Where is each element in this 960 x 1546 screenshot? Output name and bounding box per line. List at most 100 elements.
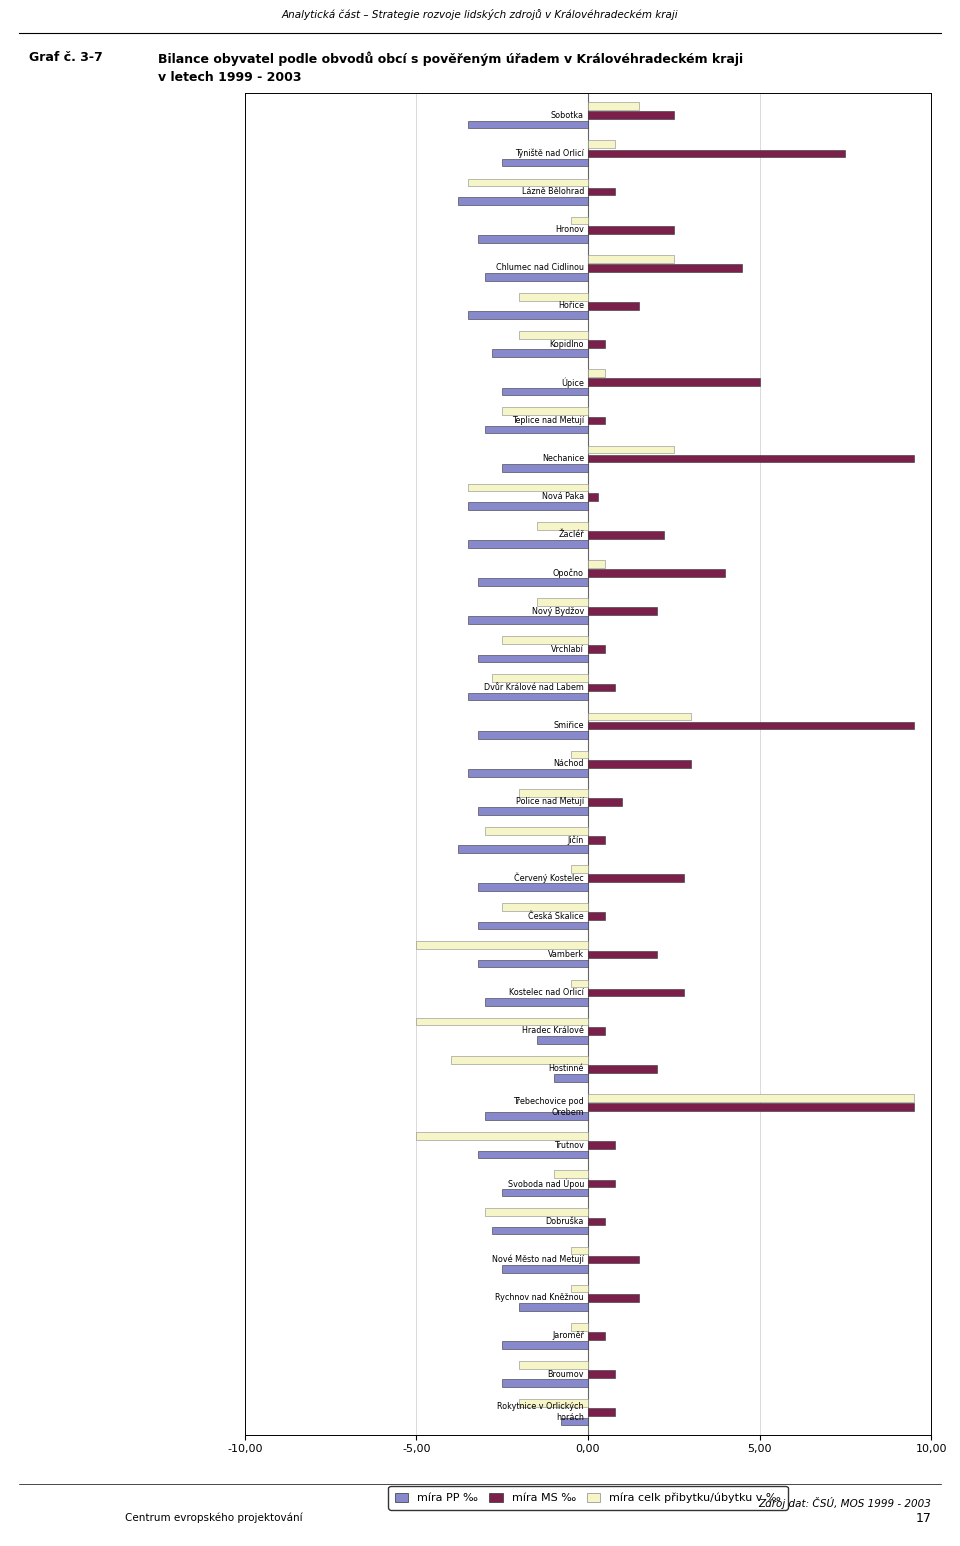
Text: Hořice: Hořice <box>558 301 584 311</box>
Bar <box>588 340 605 348</box>
Bar <box>588 722 914 730</box>
Bar <box>468 617 588 625</box>
Bar <box>554 1170 588 1178</box>
Bar <box>588 560 605 567</box>
Bar <box>588 1027 605 1034</box>
Bar <box>588 187 615 195</box>
Bar <box>588 713 691 720</box>
Bar <box>502 388 588 396</box>
Bar <box>571 980 588 988</box>
Bar <box>571 1323 588 1331</box>
Bar <box>588 1141 615 1149</box>
Bar <box>468 768 588 776</box>
Bar <box>485 274 588 281</box>
Bar <box>588 1333 605 1340</box>
Bar <box>588 761 691 767</box>
Bar <box>468 121 588 128</box>
Text: Vamberk: Vamberk <box>548 949 584 959</box>
Text: Bilance obyvatel podle obvodů obcí s pověřeným úřadem v Královéhradeckém kraji: Bilance obyvatel podle obvodů obcí s pov… <box>158 51 744 65</box>
Text: Kostelec nad Orlicí: Kostelec nad Orlicí <box>509 988 584 997</box>
Bar <box>588 255 674 263</box>
Text: Česká Skalice: Česká Skalice <box>528 912 584 921</box>
Bar <box>485 1209 588 1217</box>
Bar <box>588 1408 615 1416</box>
Bar <box>588 301 639 309</box>
Bar <box>588 989 684 997</box>
Bar <box>519 788 588 796</box>
Text: Rokytnice v Orlických
horách: Rokytnice v Orlických horách <box>497 1402 584 1422</box>
Text: Trutnov: Trutnov <box>554 1141 584 1150</box>
Bar <box>502 637 588 645</box>
Bar <box>478 960 588 968</box>
Bar <box>468 311 588 318</box>
Bar <box>571 1285 588 1292</box>
Bar <box>588 111 674 119</box>
Bar <box>468 484 588 492</box>
Bar <box>502 1342 588 1348</box>
Bar <box>588 608 657 615</box>
Bar <box>502 1379 588 1387</box>
Bar <box>519 1360 588 1368</box>
Text: Rychnov nad Kněžnou: Rychnov nad Kněžnou <box>495 1294 584 1302</box>
Text: Lázně Bělohrad: Lázně Bělohrad <box>521 187 584 196</box>
Bar <box>537 523 588 530</box>
Text: Hostinné: Hostinné <box>548 1064 584 1073</box>
Bar <box>588 530 663 538</box>
Text: Třebechovice pod
Orebem: Třebechovice pod Orebem <box>514 1098 584 1116</box>
Bar <box>502 464 588 472</box>
Bar <box>478 883 588 890</box>
Bar <box>588 569 726 577</box>
Text: Vrchlabí: Vrchlabí <box>551 645 584 654</box>
Bar <box>588 683 615 691</box>
Text: Teplice nad Metují: Teplice nad Metují <box>512 416 584 425</box>
Bar <box>502 1189 588 1197</box>
Bar <box>478 731 588 739</box>
Text: Hronov: Hronov <box>555 226 584 233</box>
Bar <box>588 141 615 148</box>
Text: Nová Paka: Nová Paka <box>541 492 584 501</box>
Text: Zdroj dat: ČSÚ, MOS 1999 - 2003: Zdroj dat: ČSÚ, MOS 1999 - 2003 <box>758 1497 931 1509</box>
Bar <box>571 1246 588 1254</box>
Bar <box>588 416 605 424</box>
Bar <box>478 1150 588 1158</box>
Bar <box>588 1065 657 1073</box>
Text: Svoboda nad Úpou: Svoboda nad Úpou <box>508 1178 584 1189</box>
Bar <box>468 179 588 186</box>
Bar <box>519 1303 588 1311</box>
Bar <box>485 425 588 433</box>
Bar <box>537 598 588 606</box>
Text: Smiřice: Smiřice <box>553 720 584 730</box>
Bar <box>519 1399 588 1407</box>
Bar <box>502 1265 588 1272</box>
Bar <box>588 1218 605 1226</box>
Bar <box>485 827 588 835</box>
Bar <box>492 349 588 357</box>
Bar <box>502 408 588 414</box>
Bar <box>417 942 588 949</box>
Bar <box>588 1180 615 1187</box>
Text: Dobruška: Dobruška <box>545 1217 584 1226</box>
Bar <box>588 226 674 233</box>
Bar <box>588 264 742 272</box>
Bar <box>417 1017 588 1025</box>
Bar <box>492 674 588 682</box>
Bar <box>468 502 588 510</box>
Bar <box>502 903 588 911</box>
Bar <box>468 540 588 547</box>
Bar <box>485 1113 588 1119</box>
Bar <box>478 235 588 243</box>
Text: Centrum evropského projektování: Centrum evropského projektování <box>125 1514 302 1523</box>
Bar <box>485 997 588 1005</box>
Bar <box>554 1074 588 1082</box>
Bar <box>588 379 759 386</box>
Text: Hradec Králové: Hradec Králové <box>522 1027 584 1036</box>
Bar <box>492 1228 588 1234</box>
Bar <box>588 150 846 158</box>
Bar <box>588 798 622 805</box>
Bar <box>588 836 605 844</box>
Bar <box>571 751 588 759</box>
Bar <box>588 1370 615 1377</box>
Text: Nové Město nad Metují: Nové Město nad Metují <box>492 1255 584 1265</box>
Text: Červený Kostelec: Červený Kostelec <box>515 873 584 883</box>
Bar <box>588 951 657 959</box>
